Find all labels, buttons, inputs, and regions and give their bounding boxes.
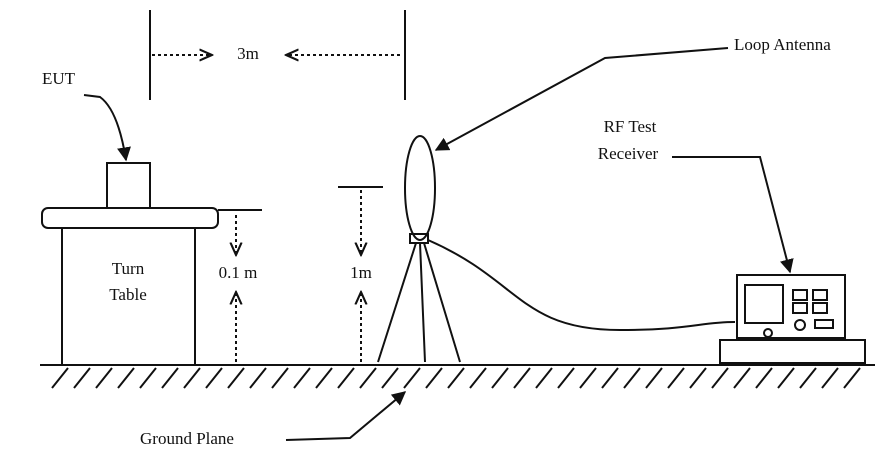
table-label: Table xyxy=(109,285,147,304)
loop-antenna-label: Loop Antenna xyxy=(734,35,831,54)
ground-plane-label: Ground Plane xyxy=(140,429,234,448)
turn-table xyxy=(41,162,262,366)
receiver-label-1: RF Test xyxy=(604,117,657,136)
antenna-height: 1m xyxy=(350,263,372,282)
turn-label: Turn xyxy=(112,259,145,278)
loop-antenna xyxy=(377,135,736,363)
ground xyxy=(40,364,875,389)
table-height: 0.1 m xyxy=(219,263,258,282)
eut-label: EUT xyxy=(42,69,76,88)
receiver-label-2: Receiver xyxy=(598,144,659,163)
distance-label: 3m xyxy=(237,44,259,63)
rf-test-receiver xyxy=(719,274,866,364)
